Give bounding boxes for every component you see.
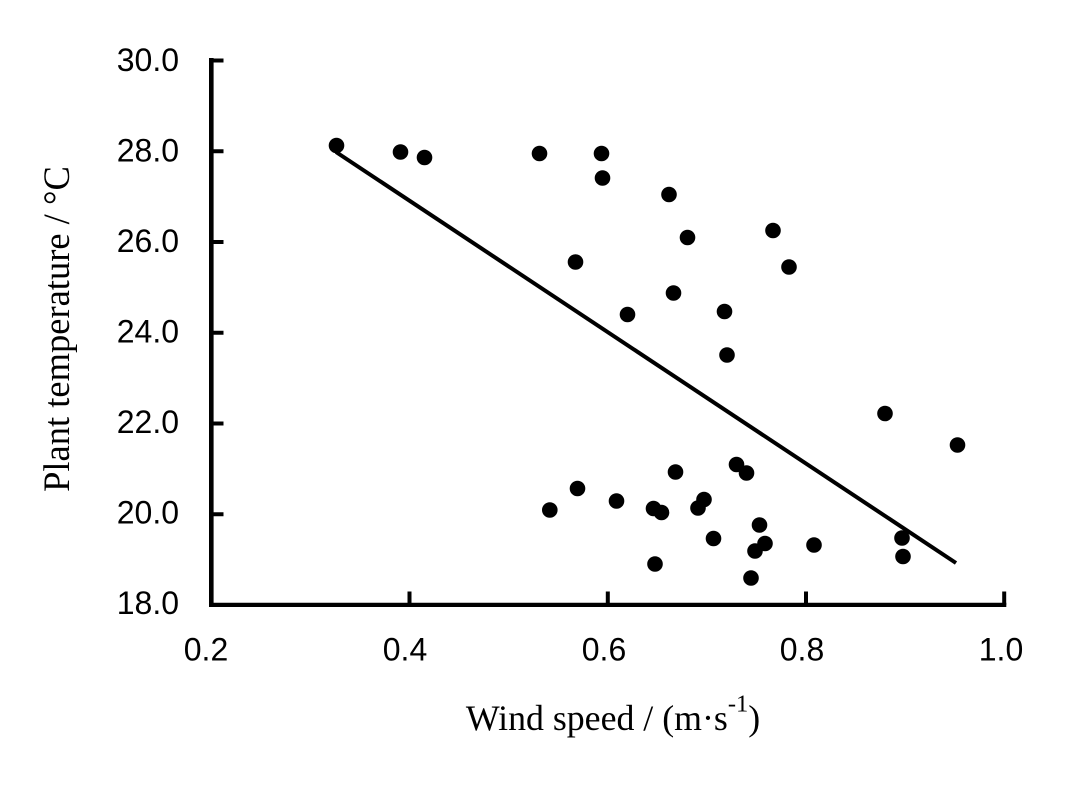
svg-text:28.0: 28.0 [117,133,179,169]
svg-text:0.6: 0.6 [582,632,626,668]
svg-text:30.0: 30.0 [117,42,179,78]
svg-text:26.0: 26.0 [117,223,179,259]
svg-text:1.0: 1.0 [979,632,1023,668]
svg-text:0.4: 0.4 [383,632,427,668]
svg-text:Plant temperature / °C: Plant temperature / °C [36,166,77,492]
svg-text:18.0: 18.0 [117,585,179,621]
svg-text:22.0: 22.0 [117,404,179,440]
svg-text:Wind speed / (m·s-1): Wind speed / (m·s-1) [466,691,760,739]
svg-text:0.8: 0.8 [780,632,824,668]
svg-text:20.0: 20.0 [117,495,179,531]
svg-text:24.0: 24.0 [117,314,179,350]
svg-text:0.2: 0.2 [184,632,228,668]
